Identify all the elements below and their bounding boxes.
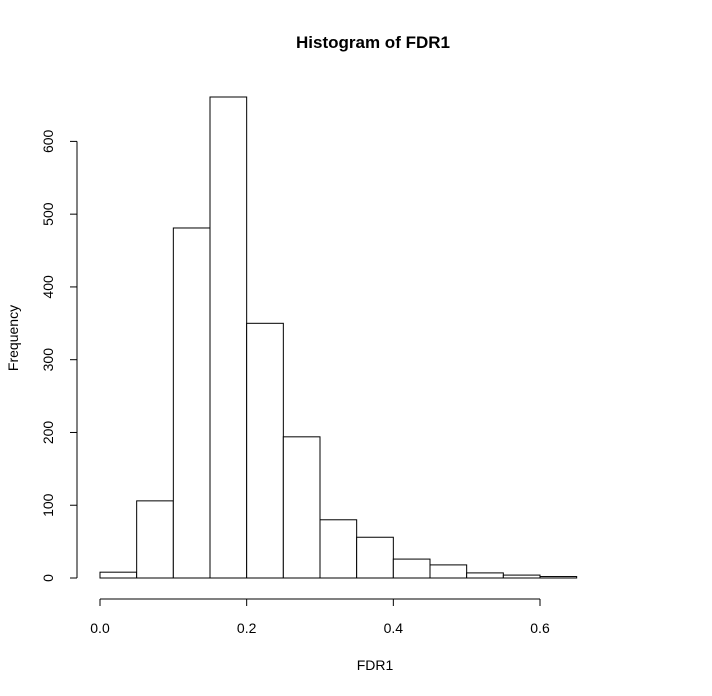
y-tick-label: 400 bbox=[40, 275, 56, 299]
histogram-bar bbox=[282, 436, 321, 579]
x-axis: 0.0 0.2 0.4 0.6 bbox=[90, 598, 550, 636]
y-axis: 0 100 200 300 400 500 600 bbox=[40, 129, 78, 582]
x-axis-label: FDR1 bbox=[357, 657, 394, 673]
y-tick-label: 200 bbox=[40, 421, 56, 445]
bars-group bbox=[99, 96, 578, 579]
histogram-bar bbox=[356, 536, 394, 579]
histogram-bar bbox=[99, 571, 138, 579]
histogram-bar bbox=[319, 519, 358, 579]
histogram-bar bbox=[466, 572, 504, 579]
x-tick-label: 0.6 bbox=[530, 620, 550, 636]
histogram-bar bbox=[209, 96, 248, 579]
y-tick-label: 0 bbox=[40, 574, 56, 582]
y-tick-label: 500 bbox=[40, 202, 56, 226]
x-tick-label: 0.0 bbox=[90, 620, 110, 636]
histogram-bar bbox=[246, 322, 284, 579]
y-tick-label: 300 bbox=[40, 348, 56, 372]
histogram-bar bbox=[429, 564, 468, 579]
x-tick-label: 0.2 bbox=[237, 620, 257, 636]
y-axis-label: Frequency bbox=[5, 305, 21, 371]
x-tick-label: 0.4 bbox=[384, 620, 404, 636]
histogram-bar bbox=[172, 227, 211, 579]
histogram-bar bbox=[539, 576, 578, 579]
y-tick-label: 600 bbox=[40, 129, 56, 153]
chart-title: Histogram of FDR1 bbox=[296, 33, 450, 52]
y-tick-label: 100 bbox=[40, 493, 56, 517]
histogram-bar bbox=[502, 574, 541, 579]
histogram-bar bbox=[136, 500, 174, 579]
histogram-bar bbox=[392, 558, 431, 579]
